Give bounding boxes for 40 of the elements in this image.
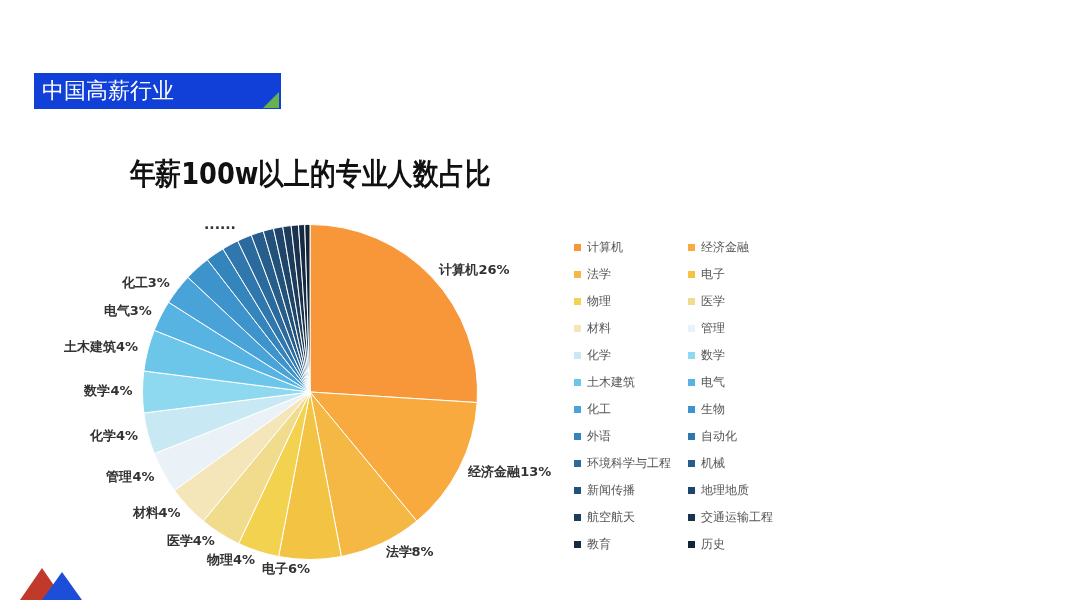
legend-label: 电子 [701, 266, 725, 283]
legend-label: 历史 [701, 536, 725, 553]
category-label: 物理4% [207, 552, 256, 568]
category-label: 化学4% [90, 427, 139, 443]
category-label: 数学4% [84, 383, 133, 399]
legend-label: 经济金融 [701, 239, 749, 256]
legend-label: 化学 [587, 347, 611, 364]
legend-label: 环境科学与工程 [587, 455, 671, 472]
legend-label: 地理地质 [701, 482, 749, 499]
legend-label: 交通运输工程 [701, 509, 773, 526]
legend-label: 管理 [701, 320, 725, 337]
category-label: 电子6% [261, 560, 310, 576]
category-label: 医学4% [166, 533, 215, 549]
chart-subtitle: 中国高薪行业 [34, 73, 281, 109]
legend-label: 计算机 [587, 239, 623, 256]
chart-title: 年薪100w以上的专业人数占比 [128, 155, 491, 192]
category-label: 化工3% [121, 274, 170, 290]
legend-label: 教育 [587, 536, 611, 553]
legend-label: 医学 [701, 293, 725, 310]
legend-label: 材料 [587, 320, 611, 337]
legend-label: 机械 [701, 455, 725, 472]
legend-label: 新闻传播 [587, 482, 635, 499]
category-label: 经济金融13% [468, 463, 552, 479]
text: ...... [204, 216, 236, 232]
legend-label: 法学 [587, 266, 611, 283]
category-label: 计算机26% [439, 261, 510, 277]
category-label: 土木建筑4% [64, 339, 139, 355]
legend-label: 数学 [701, 347, 725, 364]
legend-label: 外语 [587, 428, 611, 445]
legend-label: 电气 [701, 374, 725, 391]
category-label: 材料4% [132, 504, 181, 520]
legend-label: 物理 [587, 293, 611, 310]
category-label: 电气3% [103, 302, 152, 318]
category-label: 法学8% [385, 543, 434, 559]
legend-label: 生物 [701, 401, 725, 418]
legend-label: 航空航天 [587, 509, 635, 526]
legend-label: 土木建筑 [587, 374, 635, 391]
legend-label: 自动化 [701, 428, 737, 445]
category-label: 管理4% [106, 468, 155, 484]
legend-label: 化工 [587, 401, 611, 418]
